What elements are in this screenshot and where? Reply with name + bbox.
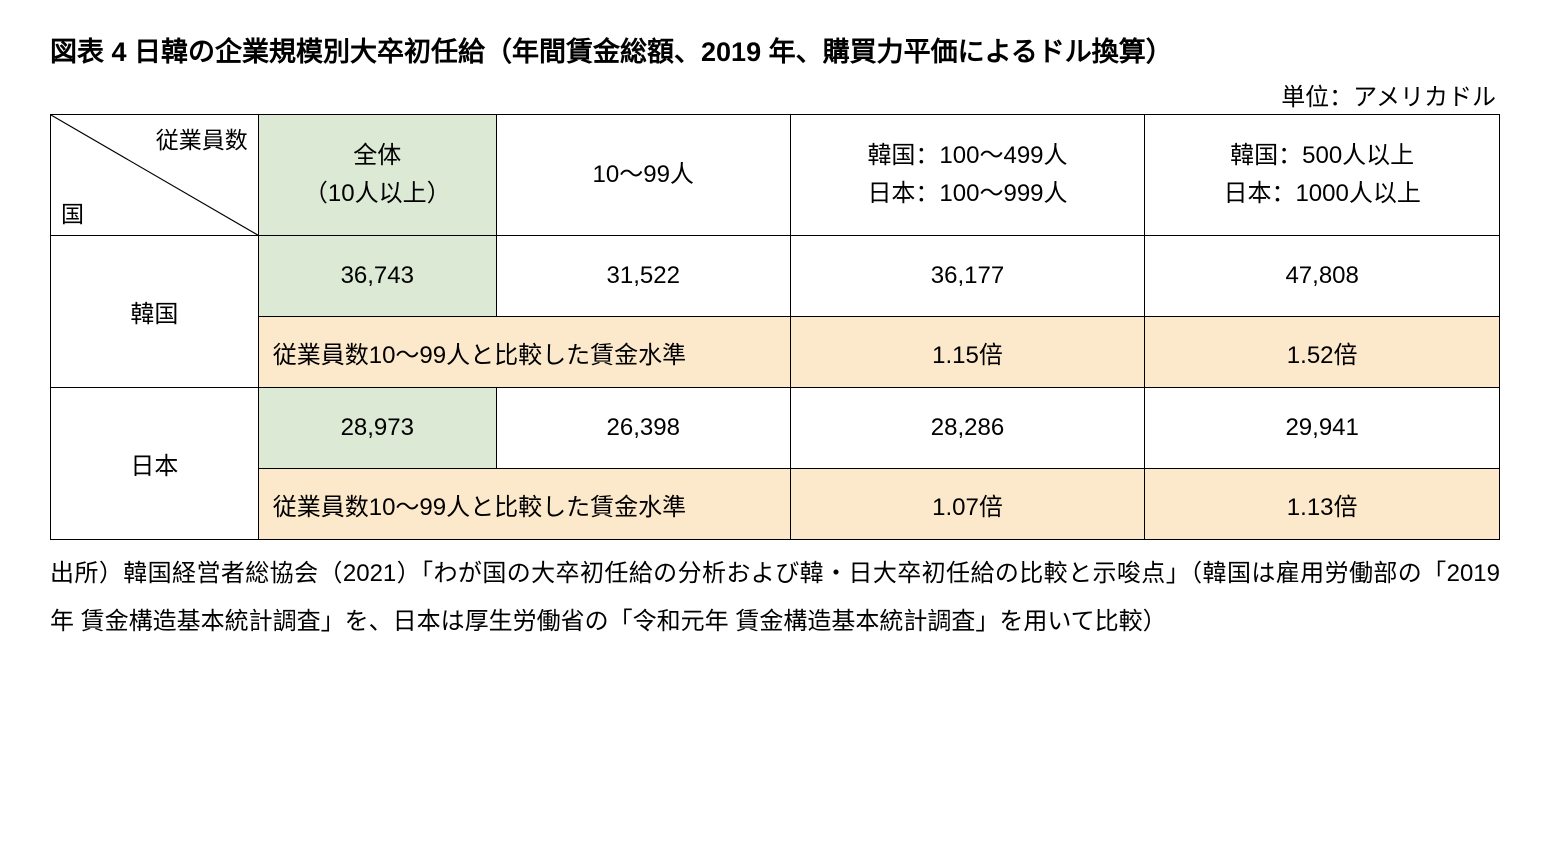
col-header-mid-line2: 日本：100～999人 [867,180,1067,207]
cell-japan-mid: 28,286 [790,388,1145,469]
figure-title: 図表 4 日韓の企業規模別大卒初任給（年間賃金総額、2019 年、購買力平価によ… [50,30,1500,69]
ratio-japan-large: 1.13倍 [1145,469,1500,540]
ratio-label-japan: 従業員数10～99人と比較した賃金水準 [258,469,790,540]
col-header-all-line2: （10人以上） [304,180,451,207]
row-label-japan: 日本 [51,388,259,540]
col-header-all-line1: 全体 [353,142,401,169]
row-label-korea: 韓国 [51,236,259,388]
table-row: 韓国 36,743 31,522 36,177 47,808 [51,236,1500,317]
col-header-large-line2: 日本：1000人以上 [1223,180,1420,207]
cell-korea-all: 36,743 [258,236,496,317]
col-header-mid-line1: 韓国：100～499人 [867,142,1067,169]
cell-korea-large: 47,808 [1145,236,1500,317]
diag-bottom-label: 国 [61,195,84,229]
col-header-large: 韓国：500人以上 日本：1000人以上 [1145,115,1500,236]
ratio-japan-mid: 1.07倍 [790,469,1145,540]
cell-korea-mid: 36,177 [790,236,1145,317]
cell-korea-10-99: 31,522 [496,236,790,317]
col-header-10-99: 10～99人 [496,115,790,236]
col-header-large-line1: 韓国：500人以上 [1230,142,1414,169]
ratio-label-korea: 従業員数10～99人と比較した賃金水準 [258,317,790,388]
source-note: 出所）韓国経営者総協会（2021）「わが国の大卒初任給の分析および韓・日大卒初任… [50,550,1500,646]
diagonal-header: 従業員数 国 [51,115,259,236]
ratio-korea-large: 1.52倍 [1145,317,1500,388]
col-header-all: 全体 （10人以上） [258,115,496,236]
diag-top-label: 従業員数 [156,121,248,155]
cell-japan-10-99: 26,398 [496,388,790,469]
salary-table: 従業員数 国 全体 （10人以上） 10～99人 韓国：100～499人 日本：… [50,114,1500,540]
unit-label: 単位：アメリカドル [50,77,1500,112]
cell-japan-large: 29,941 [1145,388,1500,469]
col-header-mid: 韓国：100～499人 日本：100～999人 [790,115,1145,236]
ratio-korea-mid: 1.15倍 [790,317,1145,388]
table-row: 従業員数10～99人と比較した賃金水準 1.07倍 1.13倍 [51,469,1500,540]
table-row: 日本 28,973 26,398 28,286 29,941 [51,388,1500,469]
table-row: 従業員数10～99人と比較した賃金水準 1.15倍 1.52倍 [51,317,1500,388]
cell-japan-all: 28,973 [258,388,496,469]
